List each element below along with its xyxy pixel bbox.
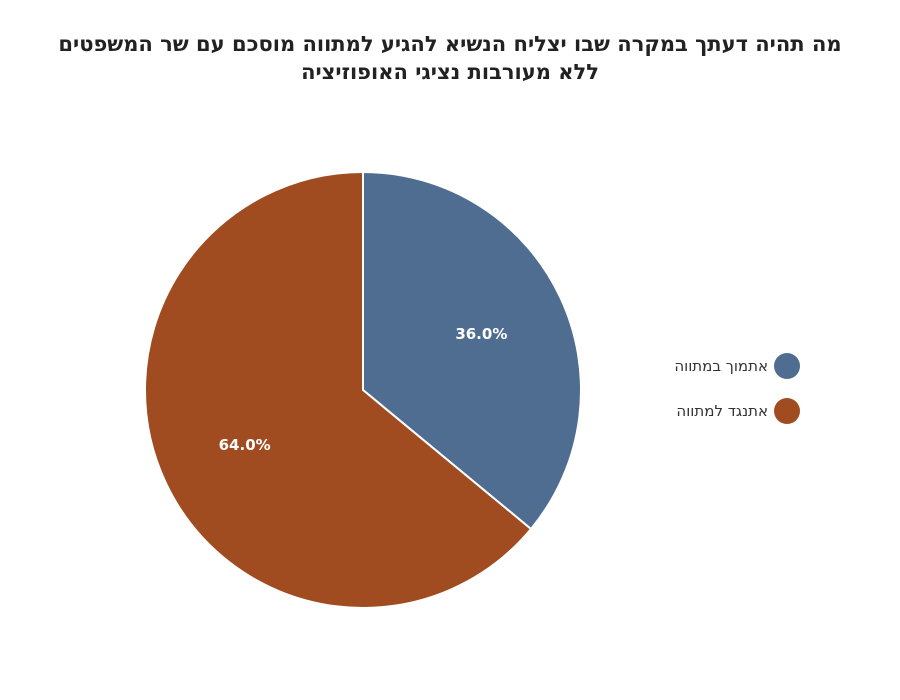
- pie-slice-oppose[interactable]: [144, 170, 533, 609]
- legend-item-oppose[interactable]: אתנגד למתווה: [600, 397, 800, 425]
- legend-swatch-support: [774, 353, 800, 379]
- legend-swatch-oppose: [774, 398, 800, 424]
- pie-slices: [144, 170, 582, 609]
- pie-slice-support[interactable]: [362, 170, 582, 531]
- legend-item-support[interactable]: אתמוך במתווה: [600, 352, 800, 380]
- chart-title: מה תהיה דעתך במקרה שבו יצליח הנשיא להגיע…: [0, 30, 900, 86]
- legend-label-oppose: אתנגד למתווה: [676, 402, 768, 420]
- pie-data-labels: 36.0% 64.0%: [219, 325, 508, 454]
- chart-title-line-2: ללא מעורבות נציגי האופוזיציה: [301, 60, 599, 84]
- chart-title-line-1: מה תהיה דעתך במקרה שבו יצליח הנשיא להגיע…: [58, 32, 842, 56]
- data-label-oppose: 64.0%: [219, 436, 271, 454]
- data-label-support: 36.0%: [455, 325, 507, 343]
- legend-label-support: אתמוך במתווה: [674, 357, 768, 375]
- legend: אתמוך במתווה אתנגד למתווה: [600, 352, 800, 442]
